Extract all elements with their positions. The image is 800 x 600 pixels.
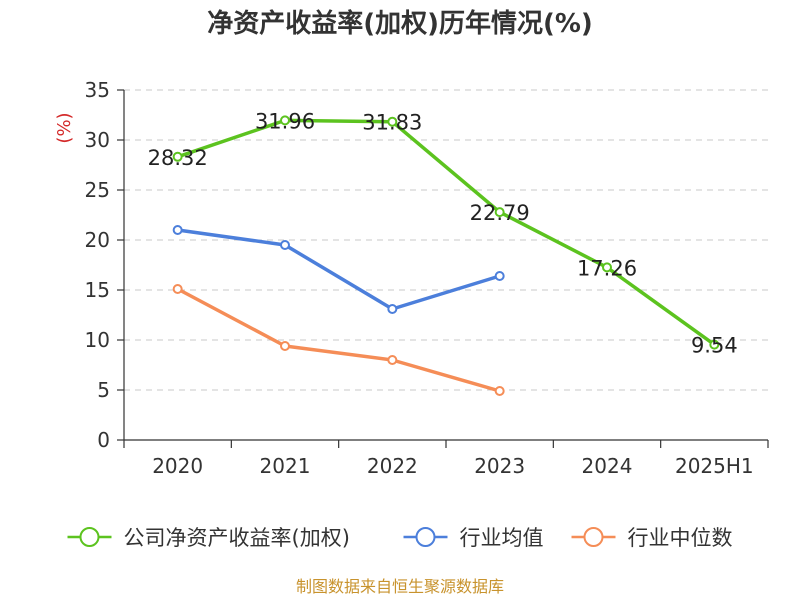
legend-item-0: 公司净资产收益率(加权) [67, 526, 350, 550]
series-1 [172, 225, 505, 314]
y-tick-label: 15 [85, 278, 110, 302]
data-point [709, 339, 720, 350]
series-0 [172, 115, 720, 350]
x-tick-label: 2025H1 [675, 454, 754, 478]
data-label: 9.54 [691, 334, 738, 358]
data-label: 31.83 [362, 111, 422, 135]
gridlines [124, 89, 768, 391]
data-point [494, 271, 505, 281]
x-tick-label: 2021 [260, 454, 311, 478]
x-tick-label: 2023 [474, 454, 525, 478]
y-tick-label: 0 [97, 428, 110, 452]
series-group [172, 115, 720, 396]
axes [117, 89, 769, 448]
data-point [172, 151, 183, 162]
data-point [602, 262, 612, 273]
data-point [387, 116, 398, 127]
y-axis-label: (%) [54, 112, 75, 143]
x-tick-labels: 2020 2021 2022 2023 2024 2025H1 [152, 454, 753, 478]
data-point [280, 115, 290, 126]
y-tick-label: 10 [85, 328, 110, 352]
data-point [172, 284, 183, 294]
legend-label: 行业均值 [460, 526, 544, 550]
data-point [387, 355, 398, 365]
data-label: 22.79 [470, 201, 530, 225]
data-point [280, 341, 290, 351]
data-point [280, 240, 290, 250]
data-labels: 28.32 31.96 31.83 22.79 17.26 9.54 [148, 109, 738, 357]
y-tick-label: 30 [85, 128, 110, 152]
legend-label: 行业中位数 [628, 526, 733, 550]
legend: 公司净资产收益率(加权) 行业均值 行业中位数 [67, 526, 733, 550]
x-tick-label: 2024 [582, 454, 633, 478]
series-2 [172, 284, 505, 396]
y-tick-label: 5 [97, 378, 110, 402]
series-line [175, 228, 502, 311]
data-label: 17.26 [577, 256, 637, 280]
series-line [175, 287, 502, 393]
x-tick-label: 2022 [367, 454, 418, 478]
y-tick-label: 25 [85, 178, 110, 202]
source-note: 制图数据来自恒生聚源数据库 [296, 577, 504, 596]
y-tick-label: 20 [85, 228, 110, 252]
data-label: 31.96 [255, 109, 315, 133]
data-point [494, 207, 505, 218]
legend-item-2: 行业中位数 [571, 526, 733, 550]
data-point [387, 304, 398, 314]
data-point [172, 225, 183, 235]
legend-marker [583, 527, 604, 547]
data-label: 28.32 [148, 146, 208, 170]
y-tick-label: 35 [85, 78, 110, 102]
chart-title: 净资产收益率(加权)历年情况(%) [207, 8, 593, 39]
legend-marker [415, 527, 436, 547]
series-line [175, 118, 717, 347]
legend-item-1: 行业均值 [403, 526, 544, 550]
x-tick-label: 2020 [152, 454, 203, 478]
legend-label: 公司净资产收益率(加权) [124, 526, 350, 550]
y-tick-labels: 0 5 10 15 20 25 30 35 [85, 78, 110, 452]
data-point [494, 386, 505, 396]
legend-marker [79, 527, 100, 547]
